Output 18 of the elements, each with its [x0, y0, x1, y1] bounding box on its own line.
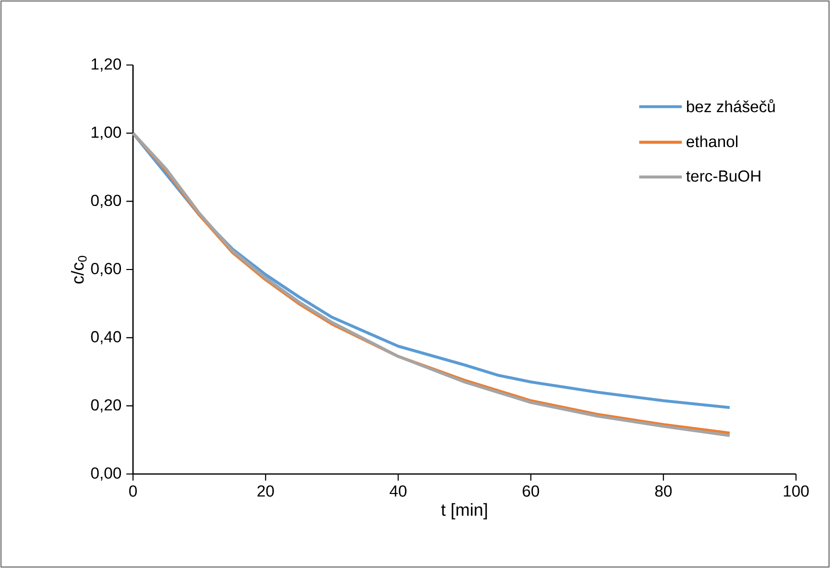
- y-tick-label: 0,20: [91, 399, 122, 412]
- y-tick-label: 0,00: [91, 467, 122, 481]
- y-tick-label: 0,40: [91, 331, 122, 344]
- legend-label: bez zhášečů: [687, 99, 775, 112]
- x-tick-label: 60: [522, 485, 540, 497]
- y-tick-label: 1,00: [92, 126, 122, 140]
- x-tick-label: 20: [258, 485, 274, 497]
- x-tick-label: 40: [390, 485, 406, 497]
- x-tick-label: 80: [655, 485, 672, 497]
- x-tick-label: 0: [129, 485, 137, 497]
- y-axis-title: c/c$_{0}$: [71, 256, 87, 284]
- y-tick-label: 0,60: [91, 262, 122, 276]
- x-axis-title: t [min]: [441, 503, 487, 520]
- y-tick-label: 0,80: [91, 194, 122, 208]
- legend-label: ethanol: [686, 135, 738, 148]
- y-tick-label: 1,20: [92, 58, 122, 72]
- x-tick-label: 100: [784, 485, 809, 497]
- legend-label: terc-BuOH: [686, 170, 760, 182]
